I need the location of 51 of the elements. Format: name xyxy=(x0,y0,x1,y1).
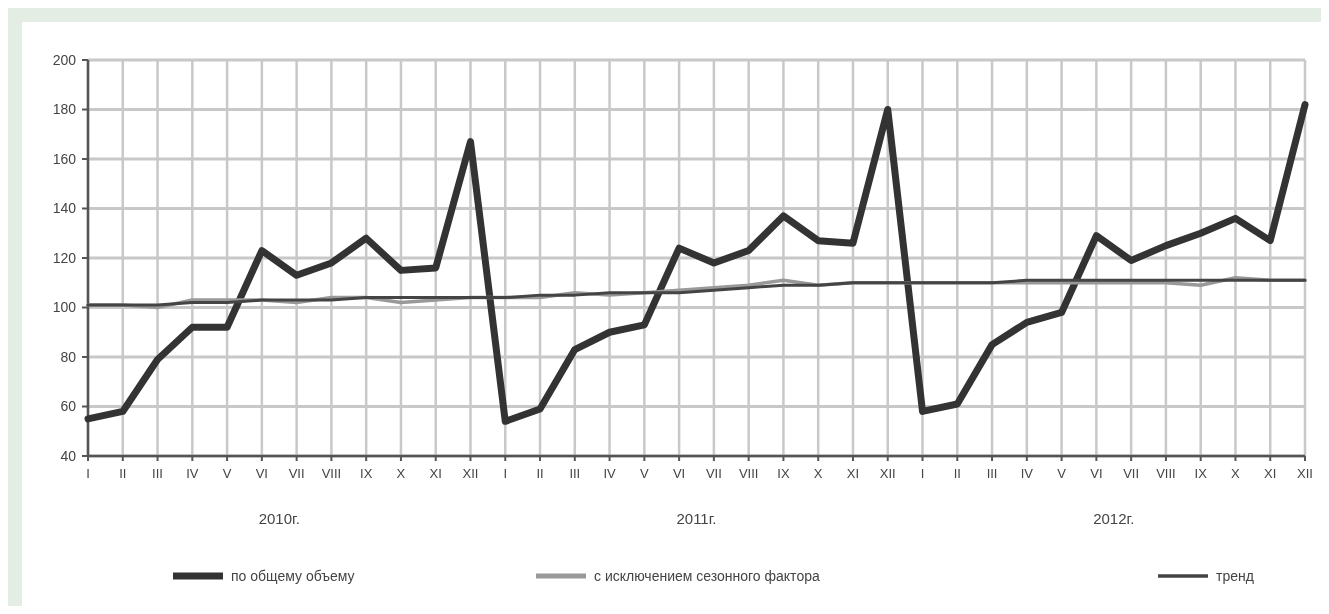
legend-label: по общему объему xyxy=(231,567,355,584)
x-tick-label: II xyxy=(119,466,127,481)
x-tick-label: II xyxy=(953,466,961,481)
y-tick-label: 180 xyxy=(52,101,77,118)
y-tick-label: 80 xyxy=(60,348,77,365)
x-tick-label: I xyxy=(920,466,925,481)
x-tick-label: IX xyxy=(777,466,790,481)
x-tick-label: I xyxy=(86,466,90,481)
x-tick-label: XII xyxy=(879,466,896,481)
y-tick-label: 120 xyxy=(52,249,77,266)
text: 2011г. xyxy=(676,510,717,527)
x-tick-label: VIII xyxy=(738,466,759,481)
x-tick-label: XI xyxy=(429,466,442,481)
x-tick-label: IX xyxy=(360,466,373,481)
x-tick-label: IX xyxy=(1194,466,1208,481)
x-tick-label: VII xyxy=(1123,466,1140,481)
y-tick-label: 140 xyxy=(52,200,77,217)
x-tick-label: VI xyxy=(1090,466,1103,481)
x-tick-label: X xyxy=(396,466,406,481)
y-tick-label: 200 xyxy=(52,51,77,68)
x-tick-label: VII xyxy=(288,466,305,481)
x-tick-label: III xyxy=(986,466,998,481)
x-tick-label: V xyxy=(222,466,232,481)
y-tick-label: 160 xyxy=(52,150,77,167)
x-tick-label: III xyxy=(152,466,163,481)
x-tick-label: VI xyxy=(672,466,686,481)
x-tick-label: IV xyxy=(603,466,617,481)
x-tick-label: XI xyxy=(1264,466,1277,481)
x-tick-label: I xyxy=(503,466,508,481)
legend-label: с исключением сезонного фактора xyxy=(594,567,820,584)
y-tick-label: 60 xyxy=(60,398,77,415)
x-tick-label: X xyxy=(1231,466,1241,481)
text: 2010г. xyxy=(258,510,300,527)
x-tick-label: IV xyxy=(1020,466,1034,481)
x-tick-label: VII xyxy=(705,466,722,481)
legend-label: тренд xyxy=(1216,567,1254,584)
x-tick-label: VIII xyxy=(321,466,342,481)
x-tick-label: VI xyxy=(255,466,269,481)
y-tick-label: 40 xyxy=(60,447,77,464)
x-tick-label: II xyxy=(536,466,544,481)
x-tick-label: VIII xyxy=(1156,466,1176,481)
x-tick-label: V xyxy=(1057,466,1067,481)
x-tick-label: XII xyxy=(462,466,479,481)
x-tick-label: III xyxy=(569,466,581,481)
text: 2012г. xyxy=(1093,510,1135,527)
x-tick-label: XI xyxy=(846,466,860,481)
y-tick-label: 100 xyxy=(52,299,77,316)
x-tick-label: XII xyxy=(1297,466,1313,481)
x-tick-label: V xyxy=(640,466,650,481)
x-tick-label: IV xyxy=(186,466,199,481)
x-tick-label: X xyxy=(813,466,823,481)
